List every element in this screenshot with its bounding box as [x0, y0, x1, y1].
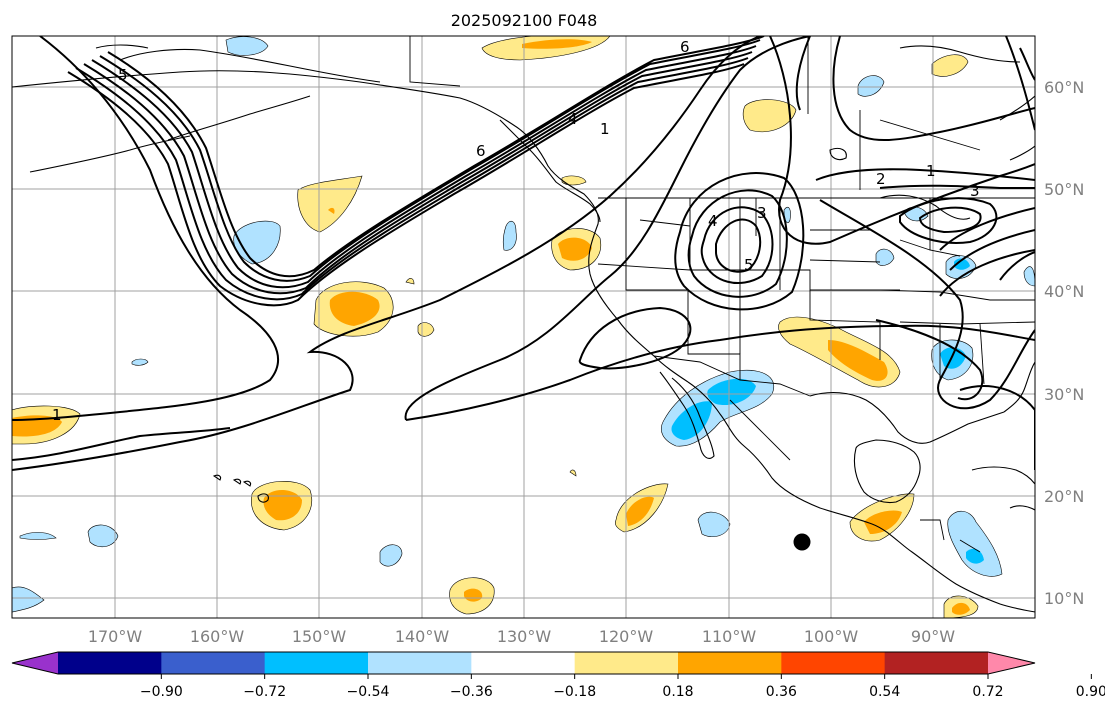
lat-label: 40°N	[1044, 282, 1084, 301]
location-marker-dot	[793, 533, 811, 551]
colorbar-tick-label: −0.54	[347, 684, 390, 700]
colorbar-extend-high	[988, 652, 1035, 674]
contour-label: 3	[757, 204, 767, 222]
colorbar-segment	[58, 652, 162, 674]
colorbar-segment	[471, 652, 576, 674]
colorbar-tick-label: 0.36	[766, 684, 797, 700]
contour-label: 4	[708, 212, 718, 230]
colorbar-segment	[574, 652, 679, 674]
longitude-labels: 170°W 160°W 150°W 140°W 130°W 120°W 110°…	[88, 627, 955, 646]
colorbar-segment	[678, 652, 782, 674]
lat-label: 10°N	[1044, 589, 1084, 608]
lon-label: 110°W	[702, 627, 757, 646]
map-panel: 5 6 4 1 6 4 3 5 1 2 3 1	[12, 36, 1035, 618]
colorbar-segment	[368, 652, 472, 674]
colorbar-tick-label: −0.18	[553, 684, 596, 700]
contour-label: 5	[744, 256, 754, 274]
lon-label: 140°W	[395, 627, 450, 646]
colorbar-segment	[264, 652, 369, 674]
colorbar-tick-label: −0.72	[243, 684, 286, 700]
colorbar	[11, 651, 1036, 675]
contour-label: 6	[680, 38, 690, 56]
coastlines	[12, 44, 1035, 613]
shaded-anomalies	[12, 36, 1035, 618]
colorbar-tick-label: 0.72	[972, 684, 1003, 700]
colorbar-segment	[161, 652, 266, 674]
contour-label: 6	[476, 142, 486, 160]
contour-lines	[12, 36, 1035, 471]
lat-label: 60°N	[1044, 78, 1084, 97]
colorbar-ticks: −0.90 −0.72 −0.54 −0.36 −0.18 0.18 0.36 0.54 0.7…	[140, 674, 1105, 700]
colorbar-tick-label: 0.54	[869, 684, 900, 700]
contour-label: 4	[568, 110, 578, 128]
colorbar-tick-label: −0.36	[450, 684, 493, 700]
colorbar-tick-label: −0.90	[140, 684, 183, 700]
latitude-labels: 60°N 50°N 40°N 30°N 20°N 10°N	[1044, 78, 1084, 608]
contour-label: 2	[876, 170, 886, 188]
colorbar-extend-low	[12, 652, 58, 674]
lat-label: 50°N	[1044, 180, 1084, 199]
contour-label: 1	[52, 406, 62, 424]
colorbar-segment	[884, 652, 989, 674]
lat-label: 20°N	[1044, 487, 1084, 506]
lon-label: 120°W	[599, 627, 654, 646]
lon-label: 130°W	[497, 627, 552, 646]
contour-label: 5	[118, 66, 128, 84]
map-title: 2025092100 F048	[451, 11, 598, 30]
lon-label: 100°W	[804, 627, 859, 646]
contour-label-group: 5 6 4 1 6 4 3 5 1 2 3 1	[52, 38, 980, 424]
contour-label: 1	[926, 162, 936, 180]
lat-label: 30°N	[1044, 385, 1084, 404]
contour-label: 1	[600, 120, 610, 138]
colorbar-segment	[781, 652, 886, 674]
colorbar-outline	[11, 651, 1036, 675]
lon-label: 170°W	[88, 627, 143, 646]
colorbar-tick-label: 0.18	[662, 684, 693, 700]
colorbar-tick-label: 0.90	[1076, 684, 1105, 700]
lon-label: 160°W	[190, 627, 245, 646]
contour-label: 3	[970, 182, 980, 200]
lon-label: 150°W	[292, 627, 347, 646]
lon-label: 90°W	[911, 627, 955, 646]
map-frame	[11, 35, 1036, 619]
